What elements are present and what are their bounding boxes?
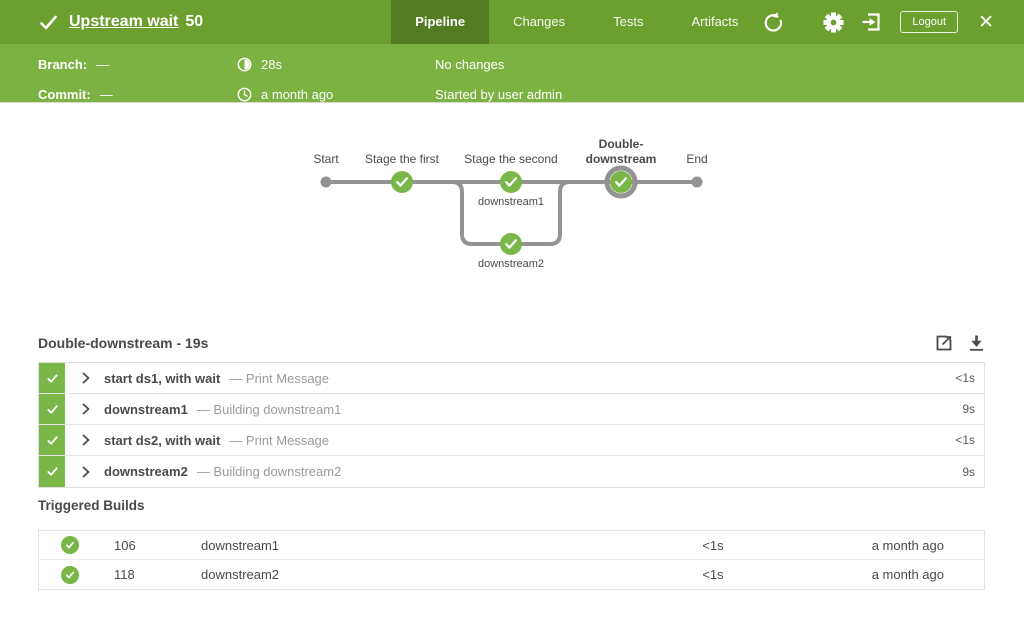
step-row[interactable]: downstream2 — Building downstream2 9s xyxy=(39,456,984,487)
success-check-icon xyxy=(38,12,59,33)
build-name: downstream1 xyxy=(201,537,280,553)
triggered-builds-title: Triggered Builds xyxy=(38,498,145,513)
graph-start-dot xyxy=(320,176,332,188)
build-duration: <1s xyxy=(702,537,724,553)
build-status-icon-cell xyxy=(39,536,100,554)
triggered-builds-table: 106 downstream1 <1s a month ago 118 down… xyxy=(38,530,985,590)
run-tabs: Pipeline Changes Tests Artifacts xyxy=(391,0,762,44)
tab-pipeline[interactable]: Pipeline xyxy=(391,0,490,44)
build-name: downstream2 xyxy=(201,567,280,582)
step-description: — Building downstream1 xyxy=(196,401,342,417)
build-duration: <1s xyxy=(702,567,724,582)
step-description: — Print Message xyxy=(229,370,330,386)
stage-label-first: Stage the first xyxy=(365,152,440,166)
node-stage-the-first[interactable] xyxy=(391,171,413,193)
node-downstream2[interactable] xyxy=(500,233,522,255)
topbar-actions: Logout ✕ xyxy=(762,11,1024,34)
stage-label-start: Start xyxy=(313,152,339,166)
step-duration: <1s xyxy=(955,371,975,385)
run-end-time: a month ago xyxy=(261,86,334,102)
step-row[interactable]: downstream1 — Building downstream1 9s xyxy=(39,394,984,425)
selected-node-ring xyxy=(604,165,638,199)
tab-artifacts[interactable]: Artifacts xyxy=(691,14,739,29)
chevron-right-icon xyxy=(80,434,92,446)
pipeline-graph: Start Stage the first Stage the second D… xyxy=(313,137,707,270)
step-name: start ds1, with wait xyxy=(104,370,221,386)
branch-label-downstream2: downstream2 xyxy=(478,258,544,270)
open-logs-external-icon[interactable] xyxy=(935,334,953,352)
step-duration: 9s xyxy=(962,402,975,416)
run-details-bar: Branch: — Commit: — 28s a xyxy=(0,44,1024,103)
logout-button[interactable]: Logout xyxy=(900,11,959,33)
step-description: — Building downstream2 xyxy=(196,464,342,479)
duration-timer-icon xyxy=(237,57,252,72)
triggered-builds-section: Triggered Builds 106 downstream1 <1s a m… xyxy=(38,498,985,590)
steps-section-title: Double-downstream - 19s xyxy=(38,335,209,351)
chevron-right-icon xyxy=(80,466,92,478)
clock-icon xyxy=(237,87,252,102)
triggered-build-row[interactable]: 106 downstream1 <1s a month ago xyxy=(39,531,984,560)
triggered-build-row[interactable]: 118 downstream2 <1s a month ago xyxy=(39,560,984,589)
commit-value: — xyxy=(99,86,113,102)
pipeline-name-link[interactable]: Upstream wait xyxy=(69,13,179,30)
chevron-right-icon xyxy=(80,403,92,415)
step-status-strip xyxy=(39,456,65,487)
branch-label-downstream1: downstream1 xyxy=(478,196,544,208)
tab-tests[interactable]: Tests xyxy=(613,14,644,29)
success-status-icon xyxy=(60,536,79,554)
step-row[interactable]: start ds2, with wait — Print Message <1s xyxy=(39,425,984,456)
graph-end-dot xyxy=(691,176,703,188)
build-date: a month ago xyxy=(871,567,944,582)
branch-value: — xyxy=(96,56,110,72)
run-number: 50 xyxy=(185,13,204,30)
steps-section: Double-downstream - 19s xyxy=(38,331,985,488)
node-double-downstream[interactable] xyxy=(610,171,632,193)
step-duration: <1s xyxy=(955,433,975,447)
build-status-icon-cell xyxy=(39,565,100,584)
rerun-icon[interactable] xyxy=(762,11,785,34)
stage-label-end: End xyxy=(686,152,707,166)
commit-label: Commit: xyxy=(38,86,91,102)
cause-column: No changes Started by user admin xyxy=(435,44,562,107)
success-status-icon xyxy=(60,565,79,584)
close-icon[interactable]: ✕ xyxy=(978,11,994,33)
step-row[interactable]: start ds1, with wait — Print Message <1s xyxy=(39,363,984,394)
chevron-right-icon xyxy=(80,372,92,384)
step-description: — Print Message xyxy=(229,432,330,448)
stage-label-selected-line1: Double- xyxy=(599,137,644,151)
step-name: start ds2, with wait xyxy=(104,432,221,448)
timing-column: 28s a month ago xyxy=(237,44,333,107)
settings-gear-icon[interactable] xyxy=(823,11,844,33)
top-navigation-bar: Upstream wait 50 Pipeline Changes Tests … xyxy=(0,0,1024,44)
step-duration: 9s xyxy=(962,464,975,479)
tab-changes[interactable]: Changes xyxy=(513,14,566,29)
run-header: Upstream wait 50 xyxy=(0,12,391,33)
step-name: downstream2 xyxy=(104,464,188,479)
stage-label-selected-line2: downstream xyxy=(586,152,657,166)
build-number: 118 xyxy=(114,567,135,582)
node-downstream1[interactable] xyxy=(500,171,522,193)
run-duration: 28s xyxy=(261,56,282,72)
branch-commit-column: Branch: — Commit: — xyxy=(38,44,113,107)
changes-text: No changes xyxy=(435,56,505,72)
step-name: downstream1 xyxy=(104,401,188,417)
step-status-strip xyxy=(39,394,65,424)
started-by-text: Started by user admin xyxy=(435,86,563,102)
step-status-strip xyxy=(39,425,65,455)
step-status-strip xyxy=(39,363,65,393)
build-date: a month ago xyxy=(871,537,944,553)
stage-label-second: Stage the second xyxy=(464,152,557,166)
build-number: 106 xyxy=(114,537,136,553)
steps-table: start ds1, with wait — Print Message <1s… xyxy=(38,362,985,488)
download-logs-icon[interactable] xyxy=(968,334,985,352)
branch-label: Branch: xyxy=(38,56,88,72)
exit-run-icon[interactable] xyxy=(860,11,882,33)
